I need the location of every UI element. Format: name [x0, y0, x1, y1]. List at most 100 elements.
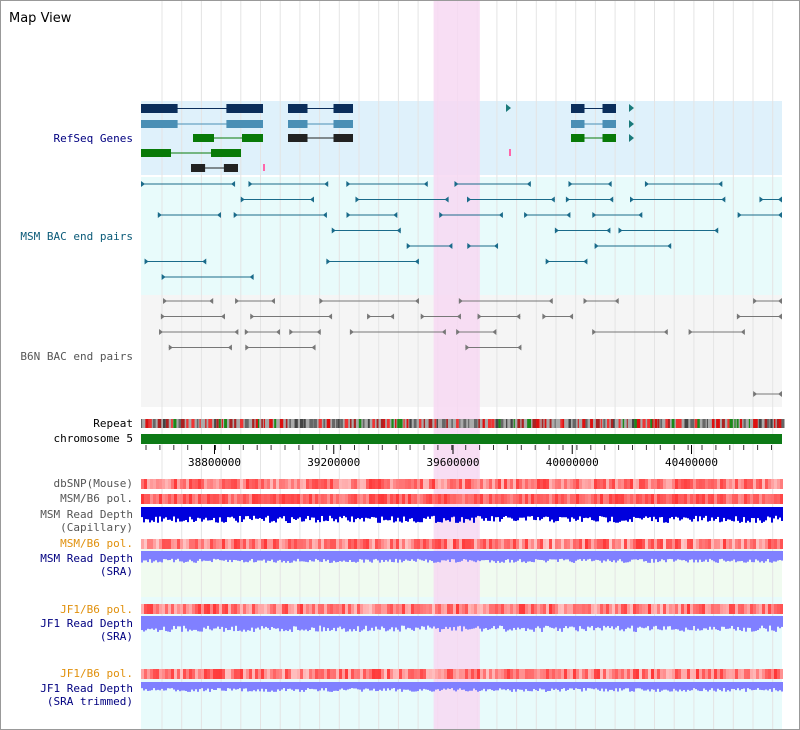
- msm-capillary-depth-bar: [527, 507, 529, 517]
- msm-pol-cell: [762, 494, 765, 504]
- jf1-pol-2-cell: [711, 669, 714, 679]
- repeat-block: [403, 419, 405, 428]
- msm-pol-cell: [171, 494, 174, 504]
- jf1-sra-depth-bar: [611, 616, 613, 627]
- msm-capillary-depth-bar: [201, 507, 203, 522]
- msm-sra-depth-bar: [359, 551, 361, 560]
- track-label-jf1-pol[interactable]: JF1/B6 pol.: [60, 603, 133, 616]
- msm-capillary-depth-bar: [227, 507, 229, 518]
- jf1-pol-2-cell: [210, 669, 213, 679]
- repeat-block: [380, 419, 384, 428]
- jf1-sra-depth-bar: [399, 616, 401, 632]
- msm-sra-depth-bar: [547, 551, 549, 561]
- jf1-pol-2-cell: [702, 669, 705, 679]
- msm-pol-cell: [717, 494, 720, 504]
- jf1-sra-depth-bar: [639, 616, 641, 627]
- msm-pol-2-cell: [537, 539, 540, 549]
- jf1-trimmed-depth-bar: [337, 682, 339, 691]
- jf1-pol-2-cell: [375, 669, 378, 679]
- msm-pol-cell: [426, 494, 429, 504]
- track-label-msm-pol-2[interactable]: MSM/B6 pol.: [60, 537, 133, 550]
- msm-pol-cell: [399, 494, 402, 504]
- msm-pol-cell: [225, 494, 228, 504]
- jf1-pol-cell: [645, 604, 648, 614]
- bac-end: [456, 329, 461, 335]
- track-label-jf1-pol-2[interactable]: JF1/B6 pol.: [60, 667, 133, 680]
- msm-pol-2-cell: [387, 539, 390, 549]
- dbsnp-cell: [399, 479, 402, 489]
- msm-pol-2-cell: [438, 539, 441, 549]
- jf1-pol-cell: [756, 604, 759, 614]
- msm-pol-cell: [150, 494, 153, 504]
- jf1-pol-2-cell: [180, 669, 183, 679]
- jf1-pol-2-cell: [678, 669, 681, 679]
- msm-pol-cell: [384, 494, 387, 504]
- repeat-block: [626, 419, 628, 428]
- track-label-repeat[interactable]: Repeat: [93, 417, 133, 430]
- jf1-trimmed-depth-bar: [239, 682, 241, 689]
- jf1-sra-depth-bar: [551, 616, 553, 628]
- msm-sra-depth-bar: [553, 551, 555, 560]
- jf1-pol-2-cell: [225, 669, 228, 679]
- msm-sra-depth-bar: [527, 551, 529, 562]
- msm-pol-2-cell: [351, 539, 354, 549]
- track-label-msm-pol[interactable]: MSM/B6 pol.: [60, 492, 133, 505]
- msm-pol-2-cell: [363, 539, 366, 549]
- msm-pol-2-cell: [219, 539, 222, 549]
- jf1-pol-cell: [600, 604, 603, 614]
- msm-capillary-depth-bar: [697, 507, 699, 522]
- jf1-pol-2-cell: [252, 669, 255, 679]
- jf1-pol-cell: [273, 604, 276, 614]
- msm-capillary-depth-bar: [759, 507, 761, 521]
- track-label-msm-bac[interactable]: MSM BAC end pairs: [20, 230, 133, 243]
- msm-pol-2-cell: [717, 539, 720, 549]
- jf1-sra-depth-bar: [489, 616, 491, 630]
- jf1-trimmed-depth-bar: [375, 682, 377, 692]
- track-label-msm-depth-capillary[interactable]: MSM Read Depth: [40, 508, 133, 521]
- msm-capillary-depth-bar: [733, 507, 735, 522]
- jf1-trimmed-depth-bar: [269, 682, 271, 692]
- track-label-b6n-bac[interactable]: B6N BAC end pairs: [20, 350, 133, 363]
- jf1-pol-cell: [462, 604, 465, 614]
- jf1-pol-cell: [672, 604, 675, 614]
- track-label-msm-depth-sra[interactable]: MSM Read Depth: [40, 552, 133, 565]
- repeat-block: [613, 419, 615, 428]
- jf1-pol-2-cell: [414, 669, 417, 679]
- jf1-trimmed-depth-bar: [527, 682, 529, 691]
- repeat-block: [781, 419, 785, 428]
- msm-sra-depth-bar: [583, 551, 585, 560]
- jf1-pol-cell: [315, 604, 318, 614]
- repeat-block: [148, 419, 152, 428]
- jf1-trimmed-depth-bar: [687, 682, 689, 690]
- repeat-block: [729, 419, 733, 428]
- jf1-trimmed-depth-bar: [593, 682, 595, 690]
- chromosome-ideogram[interactable]: [529, 53, 689, 67]
- jf1-sra-depth-bar: [531, 616, 533, 630]
- msm-sra-depth-bar: [727, 551, 729, 561]
- msm-sra-depth-bar: [767, 551, 769, 559]
- jf1-pol-cell: [573, 604, 576, 614]
- msm-sra-depth-bar: [403, 551, 405, 561]
- track-label-refseq[interactable]: RefSeq Genes: [53, 132, 133, 145]
- jf1-sra-depth-bar: [179, 616, 181, 627]
- msm-pol-2-cell: [570, 539, 573, 549]
- jf1-sra-depth-bar: [487, 616, 489, 630]
- bac-end: [396, 227, 401, 234]
- gene-exon: [226, 104, 263, 113]
- jf1-trimmed-depth-bar: [537, 682, 539, 692]
- track-label-dbsnp[interactable]: dbSNP(Mouse): [53, 477, 133, 490]
- track-label-chromosome[interactable]: chromosome 5: [53, 432, 133, 445]
- msm-capillary-depth-bar: [325, 507, 327, 521]
- jf1-trimmed-depth-bar: [449, 682, 451, 690]
- track-label-jf1-depth-trimmed[interactable]: JF1 Read Depth: [40, 682, 133, 695]
- track-label-jf1-depth-sra[interactable]: JF1 Read Depth: [40, 617, 133, 630]
- jf1-pol-cell: [597, 604, 600, 614]
- jf1-pol-2-cell: [240, 669, 243, 679]
- msm-sra-depth-bar: [679, 551, 681, 560]
- bac-end: [721, 196, 726, 203]
- jf1-pol-2-cell: [255, 669, 258, 679]
- msm-pol-cell: [669, 494, 672, 504]
- jf1-trimmed-depth-bar: [399, 682, 401, 689]
- jf1-sra-depth-bar: [205, 616, 207, 629]
- msm-sra-depth-bar: [147, 551, 149, 563]
